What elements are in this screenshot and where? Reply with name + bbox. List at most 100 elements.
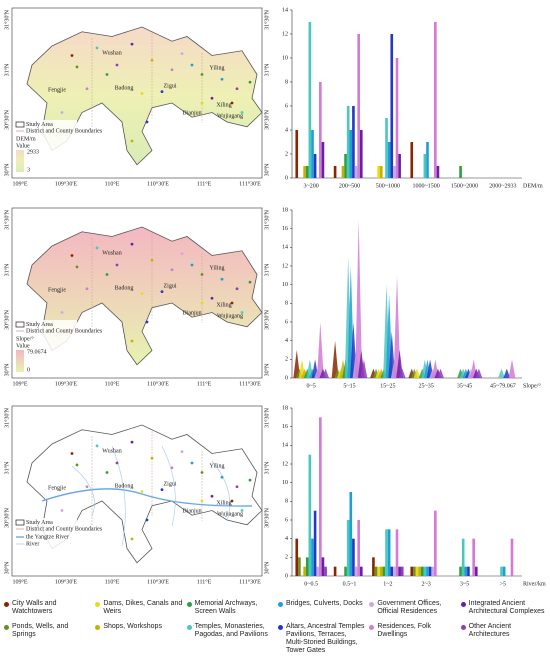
legend-label: Temples, Monasteries, Pagodas, and Pavil… [194, 623, 268, 638]
area-spike [331, 340, 339, 378]
y-tick-label: 2 [285, 555, 288, 561]
heritage-site [130, 242, 134, 246]
heritage-site [145, 518, 149, 522]
place-name: Dianjun [182, 310, 201, 316]
heritage-site [130, 339, 134, 343]
bar [346, 106, 350, 178]
heritage-site [70, 254, 74, 257]
place-name: Fengjie [48, 87, 66, 93]
bar [428, 566, 432, 576]
heritage-site [240, 509, 244, 512]
y-tick-label: 14 [282, 443, 288, 449]
place-name: Wushan [102, 448, 121, 454]
legend-swatch [278, 625, 283, 630]
heritage-site [105, 73, 109, 76]
lon-tick-label: 111°E [197, 380, 212, 387]
bar [372, 557, 375, 576]
legend-swatch [460, 625, 466, 630]
x-tick-label: 3~5 [460, 581, 469, 587]
bar [359, 566, 363, 576]
y-tick-label: 6 [285, 103, 288, 109]
heritage-site [145, 320, 149, 324]
bar [344, 154, 347, 178]
lat-tick-label: 31°N [3, 461, 10, 474]
lat-tick-label: 31°30'N [3, 407, 10, 427]
bar [413, 566, 416, 576]
area-spike [360, 359, 368, 378]
yangtze-river [41, 488, 253, 507]
bar [434, 510, 437, 576]
place-name: Yiling [209, 265, 224, 271]
bar [418, 566, 421, 576]
map-legend-text: District and County Boundaries [26, 128, 103, 134]
map-legend-text: Study Area [26, 322, 53, 328]
y-tick-label: 8 [285, 499, 288, 505]
lon-tick-label: 109°30'E [55, 180, 77, 187]
x-tick-label: 3~200 [304, 183, 319, 189]
heritage-site [85, 287, 89, 291]
y-tick-label: 18 [282, 207, 288, 213]
lat-tick-label: 31°N [263, 63, 270, 76]
map-legend-text: Study Area [26, 520, 53, 526]
x-axis-title: DEM/m [523, 183, 543, 189]
bar [410, 142, 414, 178]
bar [472, 538, 475, 576]
heritage-site [220, 475, 224, 479]
bar [474, 566, 478, 576]
y-tick-label: 10 [282, 282, 288, 288]
y-tick-label: 18 [282, 405, 288, 411]
bar [423, 566, 427, 576]
y-tick-label: 4 [285, 536, 288, 542]
place-name: Badong [115, 285, 134, 291]
heritage-site [230, 301, 234, 305]
legend-label: Government Offices, Official Residences [377, 600, 442, 615]
bar [387, 529, 391, 576]
bar [379, 566, 383, 576]
ramp [16, 150, 24, 172]
heritage-site [85, 87, 89, 91]
ramp [16, 350, 24, 372]
bar [385, 118, 388, 178]
area-spike [393, 275, 401, 378]
x-tick-label: 2~3 [422, 581, 431, 587]
heritage-site [70, 54, 74, 57]
y-tick-label: 0 [285, 175, 288, 181]
lon-tick-label: 109°E [12, 380, 27, 387]
bar [410, 566, 414, 576]
lat-tick-label: 31°N [263, 263, 270, 276]
place-name: Xiling [216, 302, 231, 308]
x-tick-label: 1000~1500 [413, 183, 440, 189]
heritage-site [200, 471, 204, 474]
place-name: Zigui [164, 283, 177, 289]
x-tick-label: 0.5~1 [343, 581, 357, 587]
legend-swatch [278, 602, 283, 607]
map-legend-text: Study Area [26, 122, 53, 128]
bar [333, 566, 337, 576]
lat-tick-label: 31°30'N [263, 209, 270, 229]
heritage-site [180, 52, 184, 55]
x-tick-label: 5~15 [343, 383, 355, 389]
lon-tick-label: 109°30'E [55, 380, 77, 387]
bar [426, 142, 429, 178]
ramp-subtitle: Value [16, 143, 30, 149]
heritage-site [130, 42, 134, 46]
bar [390, 566, 394, 576]
area-spike [396, 350, 404, 378]
legend-swatch [369, 625, 375, 630]
heritage-site [180, 450, 184, 453]
y-tick-label: 0 [285, 573, 288, 579]
ramp-title: Slope/° [16, 335, 34, 342]
bar [321, 557, 325, 576]
bar [398, 154, 401, 178]
heritage-site [210, 296, 214, 300]
bar [434, 22, 437, 178]
heritage-site [140, 490, 144, 493]
place-name: Badong [115, 85, 134, 91]
legend-swatch [95, 625, 101, 630]
heritage-site [60, 311, 64, 314]
x-tick-label: 1500~2000 [451, 183, 478, 189]
lon-tick-label: 109°E [12, 578, 27, 585]
area-spike [398, 368, 406, 378]
bar [319, 417, 322, 576]
bar [352, 538, 355, 576]
